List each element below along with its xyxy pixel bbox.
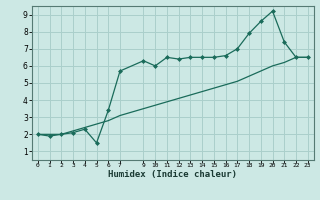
X-axis label: Humidex (Indice chaleur): Humidex (Indice chaleur) xyxy=(108,170,237,179)
